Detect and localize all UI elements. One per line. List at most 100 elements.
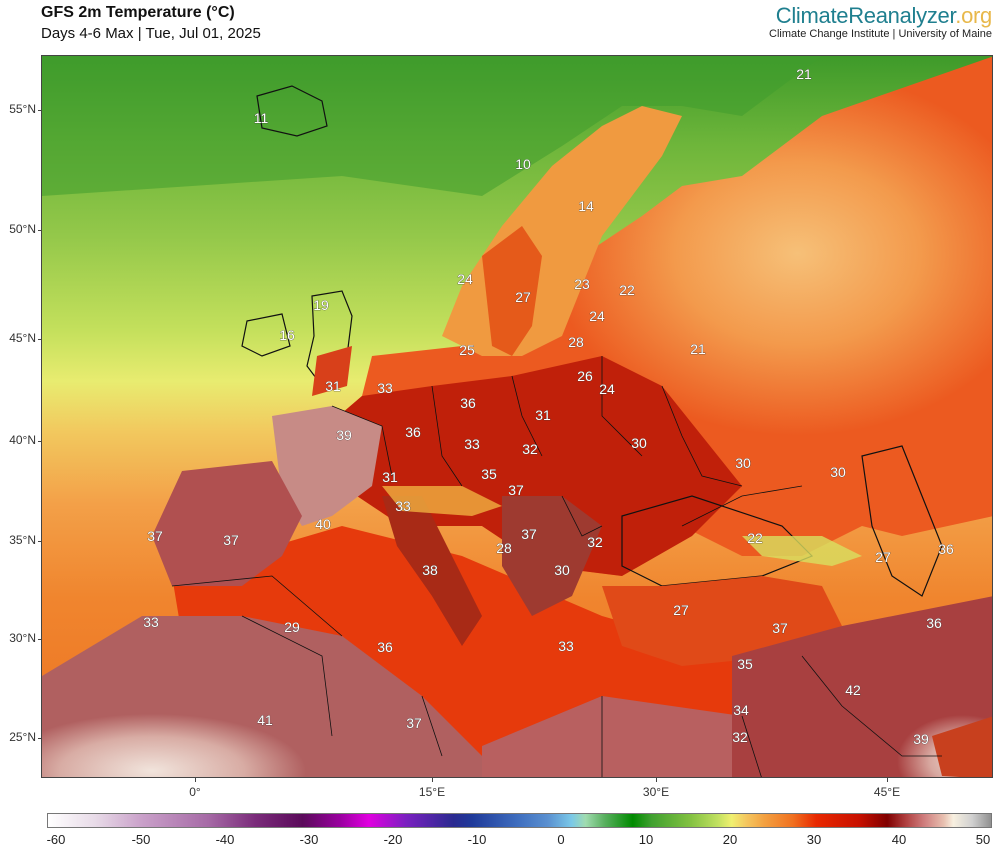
caspian-sea bbox=[861, 445, 943, 597]
longitude-label: 0° bbox=[189, 785, 201, 799]
latitude-tick bbox=[38, 441, 42, 442]
latitude-label: 25°N bbox=[9, 730, 36, 744]
map-title: GFS 2m Temperature (°C) bbox=[41, 4, 235, 21]
temperature-label: 27 bbox=[515, 289, 531, 305]
latitude-tick bbox=[38, 541, 42, 542]
france bbox=[272, 406, 382, 526]
latitude-label: 55°N bbox=[9, 102, 36, 116]
temperature-label: 40 bbox=[315, 516, 331, 532]
north-atlantic-cool bbox=[42, 56, 822, 196]
temperature-label: 39 bbox=[336, 427, 352, 443]
colorbar-tick-label: 30 bbox=[806, 832, 822, 847]
map-subtitle: Days 4-6 Max | Tue, Jul 01, 2025 bbox=[41, 25, 261, 42]
temperature-label: 33 bbox=[143, 614, 159, 630]
temperature-label: 37 bbox=[223, 532, 239, 548]
colorbar-tick-label: 20 bbox=[722, 832, 738, 847]
brand-name: ClimateReanalyzer.org bbox=[775, 3, 993, 28]
ireland bbox=[241, 313, 291, 357]
latitude-tick bbox=[38, 339, 42, 340]
persian-gulf bbox=[932, 716, 992, 777]
longitude-label: 45°E bbox=[873, 785, 901, 799]
temperature-label: 33 bbox=[558, 638, 574, 654]
temperature-label: 37 bbox=[406, 715, 422, 731]
temperature-label: 11 bbox=[254, 110, 269, 126]
temperature-label: 37 bbox=[147, 528, 163, 544]
temperature-label: 33 bbox=[395, 498, 411, 514]
sweden-hot bbox=[482, 226, 542, 356]
colorbar-tick-label: -30 bbox=[299, 832, 319, 847]
temperature-label: 32 bbox=[732, 729, 748, 745]
temperature-map: 11 21 10 14 19 16 24 27 23 22 24 28 25 21 31 33 26 24 36 31… bbox=[41, 55, 993, 778]
latitude-label: 45°N bbox=[9, 331, 36, 345]
italy bbox=[382, 496, 482, 646]
longitude-tick bbox=[195, 778, 196, 782]
temperature-label: 30 bbox=[554, 562, 570, 578]
alps bbox=[382, 486, 502, 516]
temperature-label: 21 bbox=[796, 66, 812, 82]
latitude-tick bbox=[38, 738, 42, 739]
temperature-label: 22 bbox=[747, 530, 763, 546]
temperature-labels: 11 21 10 14 19 16 24 27 23 22 24 28 25 21 31 33 26 24 36 31… bbox=[143, 66, 954, 748]
temperature-label: 21 bbox=[690, 341, 706, 357]
temperature-label: 32 bbox=[587, 534, 603, 550]
temperature-label: 25 bbox=[459, 342, 475, 358]
temperature-label: 31 bbox=[535, 407, 551, 423]
temperature-label: 32 bbox=[522, 441, 538, 457]
longitude-tick bbox=[887, 778, 888, 782]
temperature-label: 29 bbox=[284, 619, 300, 635]
middle-east bbox=[732, 596, 992, 777]
temperature-label: 14 bbox=[578, 198, 594, 214]
colorbar-tick-label: -40 bbox=[215, 832, 235, 847]
temperature-label: 24 bbox=[457, 271, 473, 287]
temperature-label: 41 bbox=[257, 712, 273, 728]
temperature-label: 42 bbox=[845, 682, 861, 698]
latitude-label: 35°N bbox=[9, 533, 36, 547]
caucasus-mountains bbox=[742, 536, 862, 566]
libya-egypt bbox=[482, 696, 762, 777]
temperature-label: 16 bbox=[279, 327, 295, 343]
temperature-label: 26 bbox=[577, 368, 593, 384]
temperature-label: 33 bbox=[377, 380, 393, 396]
country-borders bbox=[331, 356, 803, 537]
temperature-label: 10 bbox=[515, 156, 531, 172]
iceland bbox=[256, 85, 328, 137]
black-sea bbox=[621, 495, 814, 587]
temperature-label: 37 bbox=[521, 526, 537, 542]
map-canvas: 11 21 10 14 19 16 24 27 23 22 24 28 25 21 31 33 26 24 36 31… bbox=[42, 56, 992, 777]
colorbar-tick-label: -20 bbox=[383, 832, 403, 847]
colorbar-tick-label: 50 bbox=[975, 832, 991, 847]
temperature-label: 27 bbox=[673, 602, 689, 618]
temperature-label: 23 bbox=[574, 276, 590, 292]
temperature-label: 30 bbox=[735, 455, 751, 471]
temperature-label: 28 bbox=[496, 540, 512, 556]
temperature-label: 36 bbox=[938, 541, 954, 557]
temperature-label: 27 bbox=[875, 549, 891, 565]
colorbar-tick-label: 0 bbox=[557, 832, 565, 847]
colorbar-tick-label: 10 bbox=[638, 832, 654, 847]
latitude-label: 30°N bbox=[9, 631, 36, 645]
temperature-label: 37 bbox=[508, 482, 524, 498]
temperature-label: 24 bbox=[589, 308, 605, 324]
temperature-label: 36 bbox=[460, 395, 476, 411]
temperature-label: 36 bbox=[926, 615, 942, 631]
temperature-label: 39 bbox=[913, 731, 929, 747]
iberia bbox=[152, 461, 302, 586]
colorbar-tick-label: -60 bbox=[46, 832, 66, 847]
latitude-tick bbox=[38, 110, 42, 111]
england-hot bbox=[312, 346, 352, 396]
longitude-tick bbox=[656, 778, 657, 782]
temperature-label: 36 bbox=[405, 424, 421, 440]
temperature-label: 22 bbox=[619, 282, 635, 298]
longitude-label: 15°E bbox=[418, 785, 446, 799]
africa-mideast-borders bbox=[171, 575, 942, 777]
temperature-label: 30 bbox=[631, 435, 647, 451]
temperature-label: 33 bbox=[464, 436, 480, 452]
temperature-label: 35 bbox=[481, 466, 497, 482]
latitude-tick bbox=[38, 639, 42, 640]
temperature-label: 38 bbox=[422, 562, 438, 578]
latitude-tick bbox=[38, 230, 42, 231]
temperature-label: 37 bbox=[772, 620, 788, 636]
temperature-label: 19 bbox=[313, 297, 329, 313]
brand-logo[interactable]: ClimateReanalyzer.org Climate Change Ins… bbox=[769, 3, 992, 40]
temperature-label: 31 bbox=[382, 469, 398, 485]
